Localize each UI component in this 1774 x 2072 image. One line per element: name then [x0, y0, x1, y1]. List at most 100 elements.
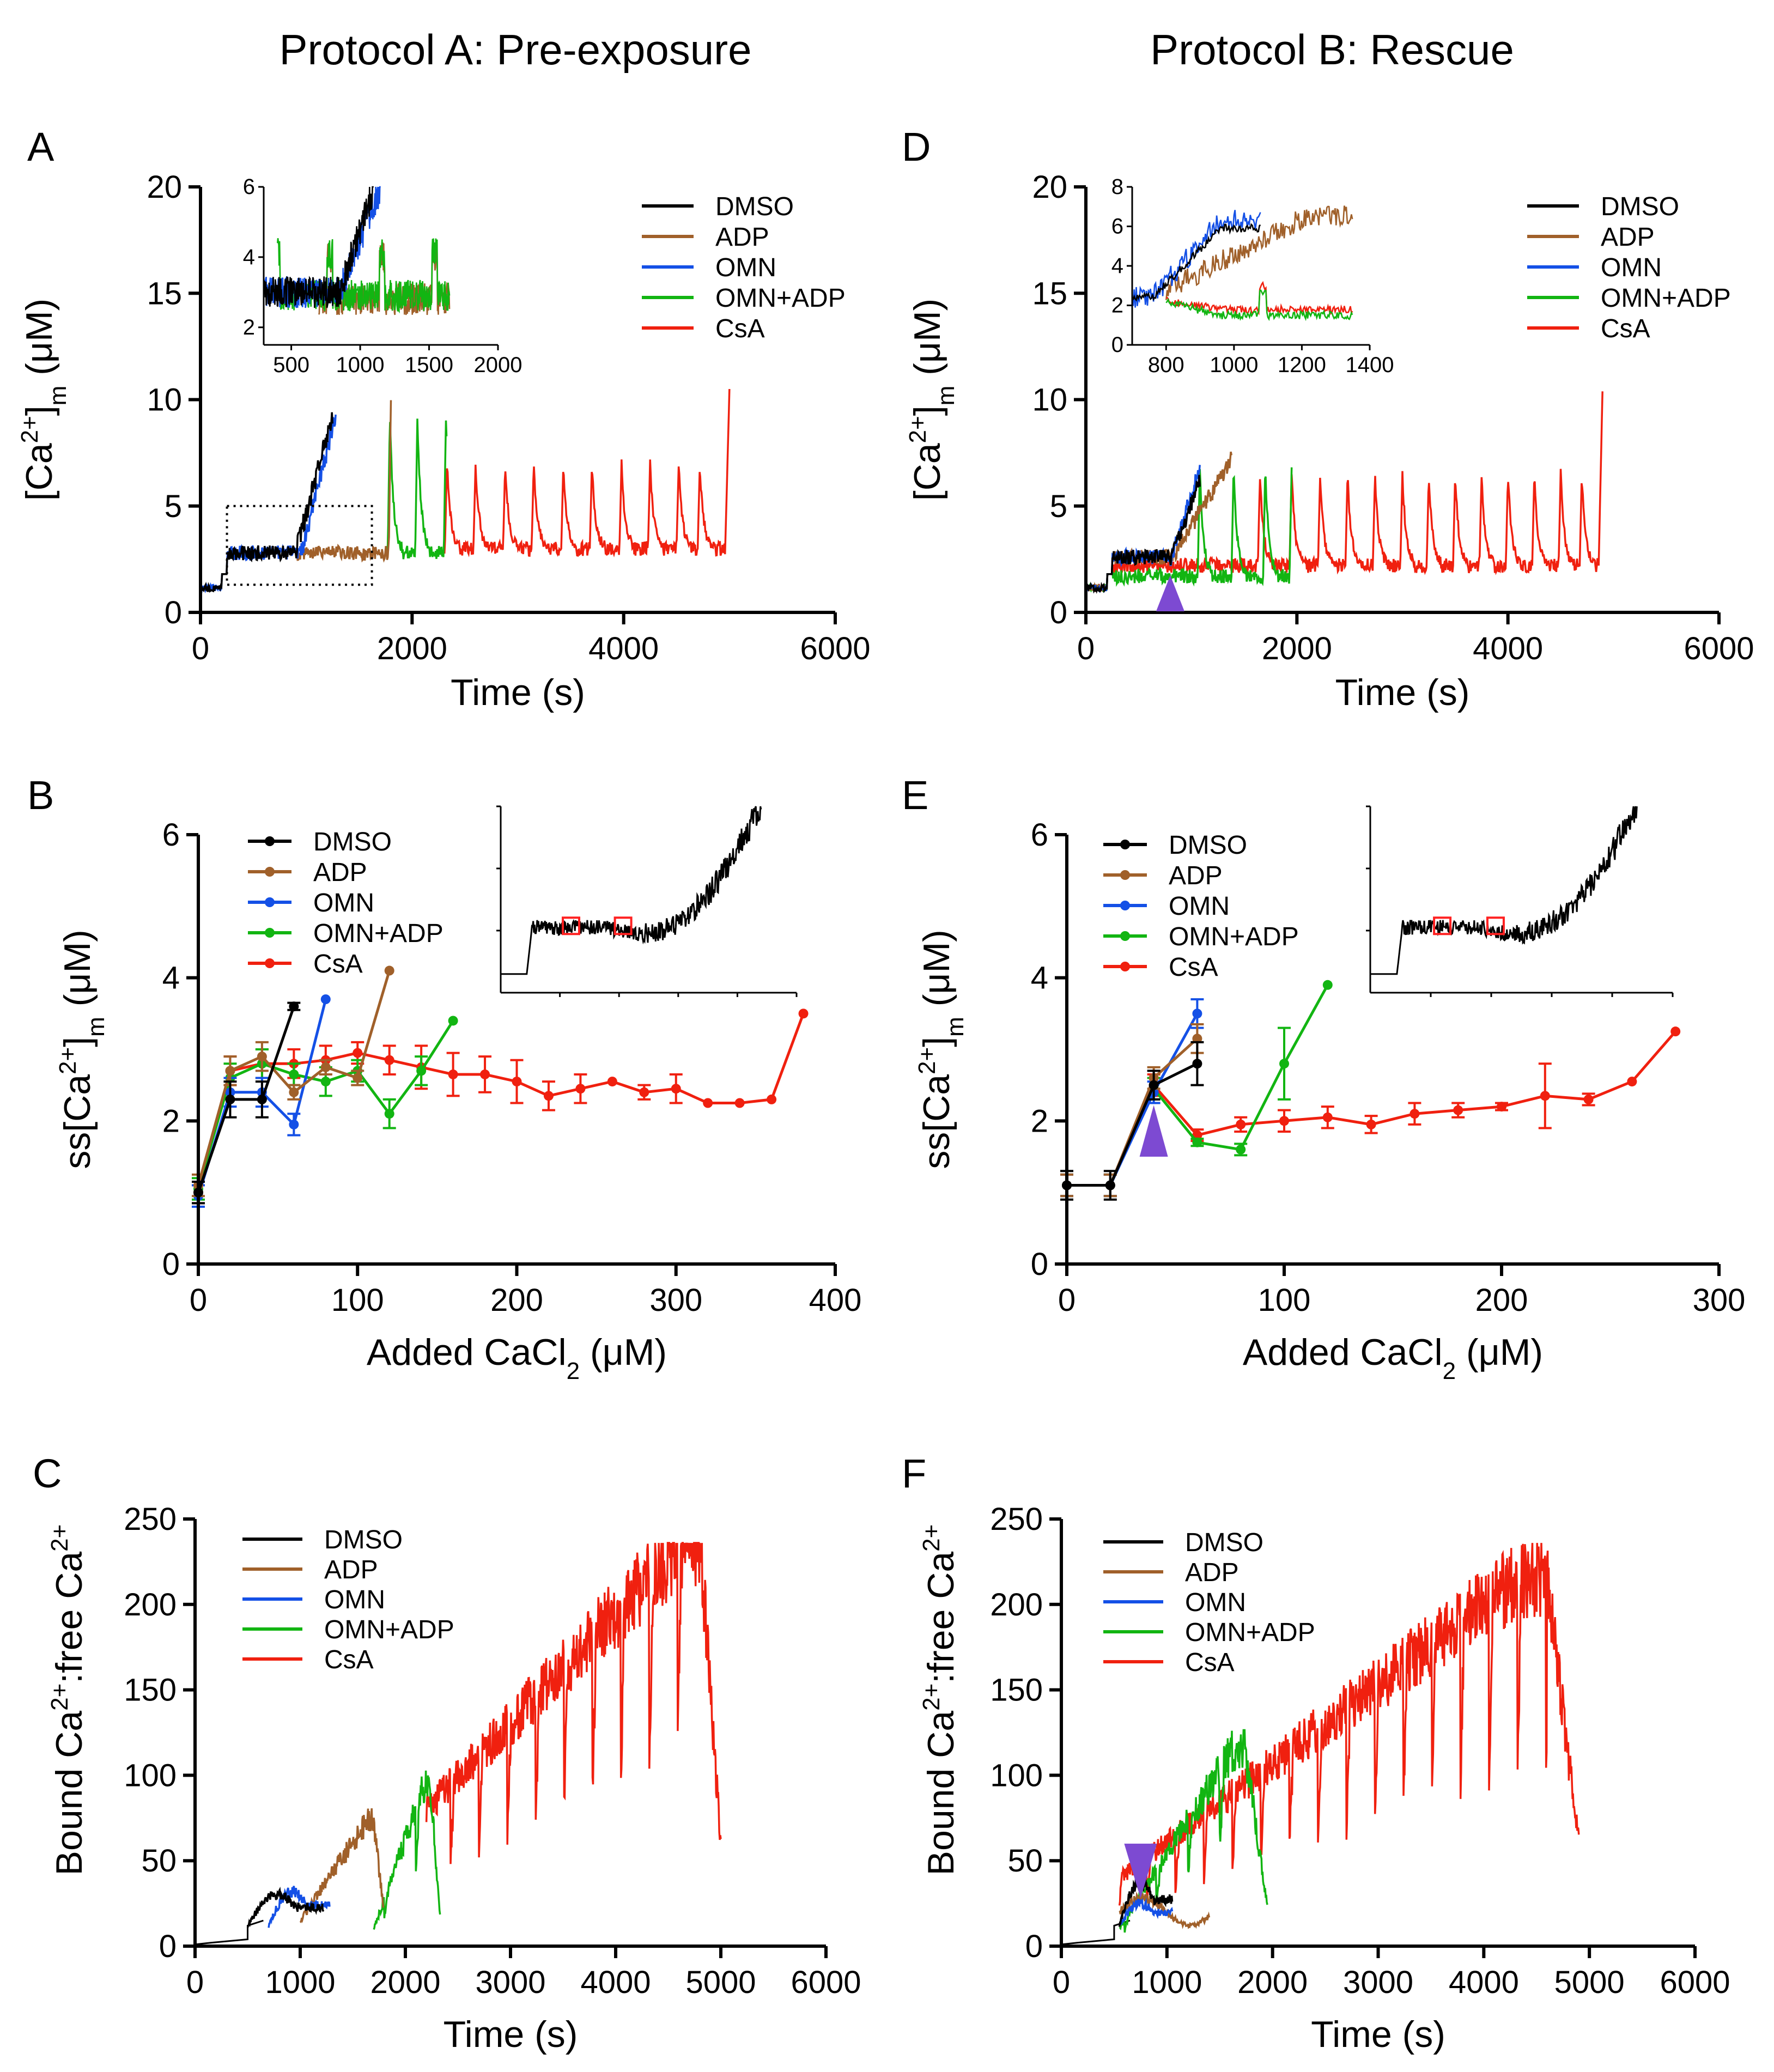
y-tick-label: 20 — [147, 169, 182, 205]
data-point — [1366, 1119, 1376, 1129]
series-line — [1067, 1013, 1199, 1187]
x-tick-label: 4000 — [580, 1965, 651, 2000]
trace-csa — [442, 388, 731, 558]
x-tick-label: 200 — [490, 1283, 543, 1318]
legend-label-omn-adp: OMN+ADP — [1185, 1618, 1315, 1647]
data-point — [1279, 1059, 1289, 1069]
data-point — [671, 1084, 681, 1094]
x-tick-label: 1000 — [1132, 1965, 1202, 2000]
legend-label-dmso: DMSO — [1169, 831, 1247, 860]
inset-B — [496, 805, 798, 997]
x-tick-label: 200 — [1475, 1283, 1528, 1318]
inset-y-tick-label: 0 — [1111, 333, 1123, 357]
legend-marker — [1120, 901, 1130, 910]
data-point — [1149, 1080, 1159, 1090]
y-axis-label-part: 2+ — [54, 1047, 81, 1074]
y-tick-label: 0 — [162, 1247, 180, 1282]
y-axis-label-part: 2+ — [46, 1524, 73, 1552]
treatment-arrow-icon — [1139, 1105, 1168, 1157]
data-point — [1497, 1102, 1506, 1112]
inset-x-tick-label: 800 — [1148, 353, 1184, 377]
y-axis-label-part: 2+ — [46, 1684, 73, 1711]
y-axis-label-part: Bound Ca — [48, 1711, 90, 1876]
y-tick-label: 5 — [1050, 489, 1067, 524]
panel-C: C 0 50 100 150 200 250 0 1000 2000 3000 4000 5000 600… — [33, 1451, 861, 2055]
x-tick-label: 4000 — [1473, 631, 1543, 666]
y-tick-label: 250 — [124, 1502, 177, 1537]
inset-x-tick-label: 1400 — [1346, 353, 1394, 377]
y-tick-label: 150 — [990, 1673, 1043, 1708]
y-tick-label: 100 — [124, 1758, 177, 1793]
trace-csa — [425, 1542, 722, 1864]
data-point — [1105, 1180, 1115, 1190]
data-point — [1322, 980, 1333, 990]
y-tick-label: 200 — [990, 1587, 1043, 1623]
inset-x-tick-label: 1500 — [405, 353, 453, 377]
series-line — [197, 1006, 295, 1193]
trace-dmso — [199, 412, 334, 593]
legend-label-omn-adp: OMN+ADP — [313, 919, 444, 948]
x-tick-label: 4000 — [588, 631, 659, 666]
inset-trace — [1131, 210, 1261, 308]
y-axis-label: Bound Ca2+:free Ca2+ — [918, 1524, 962, 1876]
legend-label-omn-adp: OMN+ADP — [324, 1615, 454, 1644]
legend-label-omn: OMN — [715, 253, 776, 282]
data-point — [320, 1062, 331, 1072]
data-point — [1322, 1112, 1333, 1122]
x-axis-label-part: (μM) — [1456, 1332, 1543, 1373]
y-tick-label: 0 — [1031, 1247, 1048, 1282]
x-tick-label: 2000 — [377, 631, 447, 666]
x-tick-label: 100 — [331, 1283, 384, 1318]
y-axis-label-part: 2+ — [918, 1524, 945, 1552]
legend-label-dmso: DMSO — [1185, 1528, 1263, 1557]
y-tick-label: 150 — [124, 1673, 177, 1708]
legend-label-csa: CsA — [324, 1645, 374, 1674]
x-tick-label: 0 — [192, 631, 209, 666]
y-tick-label: 200 — [124, 1587, 177, 1623]
data-point — [353, 1073, 363, 1083]
y-tick-label: 15 — [1032, 276, 1067, 311]
y-axis-label: Bound Ca2+:free Ca2+ — [46, 1524, 90, 1876]
x-axis-label: Added CaCl2 (μM) — [1243, 1332, 1543, 1384]
y-axis-label: ss[Ca2+]m (μM) — [54, 929, 110, 1169]
legend-marker — [1120, 840, 1130, 849]
legend-label-csa: CsA — [715, 314, 765, 343]
panel-A: A 0 5 10 15 20 0 2000 4000 6000 Time (s) [Ca2+]m (μ… — [16, 124, 871, 713]
y-axis-label-part: 2+ — [914, 1047, 940, 1074]
inset-x-tick-label: 1200 — [1278, 353, 1326, 377]
x-axis-label-part: (μM) — [580, 1332, 667, 1373]
data-point — [1192, 1137, 1202, 1147]
panel-label: B — [27, 773, 54, 818]
trace-omn — [199, 414, 337, 594]
x-axis-label: Time (s) — [451, 672, 585, 713]
x-tick-label: 6000 — [1660, 1965, 1730, 2000]
trace-omn-adp — [1119, 1729, 1268, 1933]
data-point — [289, 1119, 299, 1129]
legend-label-dmso: DMSO — [715, 192, 794, 221]
y-axis-label-part: ] — [916, 1037, 957, 1047]
y-tick-label: 15 — [147, 276, 182, 311]
steady-state-marker — [613, 916, 633, 935]
data-point — [607, 1077, 617, 1087]
x-tick-label: 3000 — [1343, 1965, 1413, 2000]
data-point — [1192, 1034, 1202, 1044]
legend-label-omn: OMN — [1185, 1588, 1246, 1617]
x-tick-label: 6000 — [1684, 631, 1754, 666]
legend-label-dmso: DMSO — [313, 828, 392, 856]
y-tick-label: 10 — [1032, 382, 1067, 418]
y-tick-label: 0 — [1025, 1929, 1043, 1964]
legend-label-csa: CsA — [1185, 1648, 1235, 1677]
data-point — [1583, 1094, 1594, 1104]
data-point — [384, 965, 394, 976]
trace-omn-adp — [1085, 467, 1293, 593]
legend-label-omn: OMN — [1601, 253, 1662, 282]
x-tick-label: 6000 — [791, 1965, 861, 2000]
y-axis-label: [Ca2+]m (μM) — [904, 299, 959, 501]
data-point — [512, 1077, 522, 1087]
legend-label-omn-adp: OMN+ADP — [715, 284, 846, 313]
data-point — [543, 1091, 554, 1101]
